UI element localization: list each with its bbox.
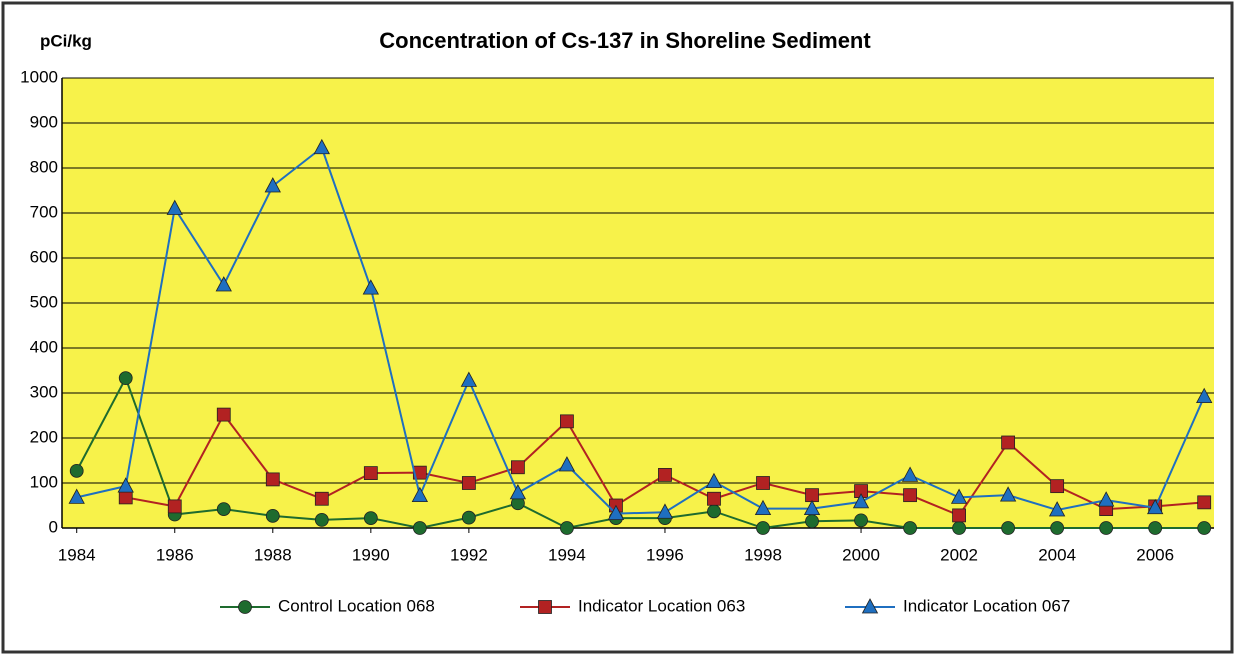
marker — [999, 486, 1017, 502]
x-tick-label: 2000 — [842, 545, 880, 564]
marker — [805, 488, 819, 503]
marker — [1097, 491, 1115, 507]
marker — [460, 371, 478, 387]
marker — [118, 490, 133, 505]
marker — [805, 514, 819, 529]
x-tick-label: 2004 — [1038, 545, 1076, 564]
marker — [560, 414, 574, 429]
marker — [265, 508, 280, 523]
marker — [363, 511, 378, 525]
marker — [558, 456, 576, 472]
marker — [1196, 387, 1213, 404]
marker — [1001, 521, 1016, 535]
marker — [950, 488, 968, 504]
y-tick-label: 700 — [30, 202, 58, 221]
marker — [362, 279, 380, 295]
x-tick-label: 1998 — [744, 545, 782, 564]
marker — [538, 600, 552, 614]
marker — [461, 510, 476, 525]
x-tick-label: 1994 — [548, 545, 586, 564]
marker — [1099, 521, 1114, 535]
marker — [607, 504, 625, 520]
marker — [411, 486, 429, 503]
marker — [117, 477, 134, 493]
marker — [854, 513, 868, 528]
marker — [1050, 521, 1065, 535]
chart-title: Concentration of Cs-137 in Shoreline Sed… — [379, 28, 871, 53]
marker — [656, 503, 674, 519]
marker — [1001, 435, 1016, 450]
marker — [363, 466, 378, 481]
marker — [69, 463, 84, 478]
marker — [1050, 479, 1065, 494]
x-tick-label: 2002 — [940, 545, 978, 564]
marker — [313, 138, 330, 155]
marker — [1197, 521, 1212, 535]
marker — [265, 472, 280, 487]
marker — [216, 407, 231, 422]
marker — [707, 491, 721, 506]
marker — [903, 521, 917, 535]
marker — [903, 488, 917, 503]
marker — [952, 521, 966, 535]
y-tick-label: 300 — [30, 382, 58, 401]
marker — [560, 521, 574, 535]
x-tick-label: 1996 — [646, 545, 684, 564]
x-tick-label: 1992 — [450, 545, 488, 564]
marker — [510, 460, 525, 475]
marker — [756, 521, 770, 535]
marker — [901, 466, 919, 482]
marker — [412, 465, 427, 480]
marker — [412, 521, 427, 535]
marker — [1197, 495, 1212, 510]
y-tick-label: 900 — [30, 112, 58, 131]
marker — [461, 476, 476, 490]
y-tick-label: 200 — [30, 427, 58, 446]
marker — [264, 177, 281, 193]
marker — [756, 476, 770, 490]
legend-label: Indicator Location 067 — [903, 596, 1070, 615]
marker — [167, 499, 182, 514]
marker — [314, 491, 329, 506]
x-tick-label: 1990 — [352, 545, 390, 564]
marker — [238, 600, 252, 614]
y-tick-label: 800 — [30, 157, 58, 176]
x-tick-label: 1988 — [254, 545, 292, 564]
x-tick-label: 1986 — [156, 545, 194, 564]
legend-label: Indicator Location 063 — [578, 596, 745, 615]
marker — [1147, 498, 1164, 515]
marker — [215, 276, 232, 292]
marker — [852, 493, 870, 509]
y-tick-label: 600 — [30, 247, 58, 266]
marker — [1148, 521, 1163, 535]
marker — [1048, 501, 1066, 517]
marker — [68, 488, 85, 504]
legend-label: Control Location 068 — [278, 596, 435, 615]
marker — [509, 484, 527, 500]
series-line — [76, 146, 1206, 515]
y-tick-label: 100 — [30, 472, 58, 491]
y-tick-label: 400 — [30, 337, 58, 356]
marker — [166, 199, 183, 215]
marker — [314, 513, 329, 527]
marker — [216, 502, 231, 517]
y-tick-label: 500 — [30, 292, 58, 311]
marker — [707, 504, 721, 519]
marker — [952, 508, 966, 523]
series-line — [75, 375, 1205, 530]
y-axis-label: pCi/kg — [40, 31, 92, 50]
y-tick-label: 0 — [49, 517, 58, 536]
marker — [118, 371, 133, 386]
x-tick-label: 2006 — [1136, 545, 1174, 564]
marker — [861, 598, 879, 614]
y-tick-label: 1000 — [20, 67, 58, 86]
marker — [705, 472, 723, 489]
marker — [658, 467, 672, 482]
marker — [803, 499, 821, 516]
marker — [754, 499, 772, 516]
x-tick-label: 1984 — [58, 545, 96, 564]
